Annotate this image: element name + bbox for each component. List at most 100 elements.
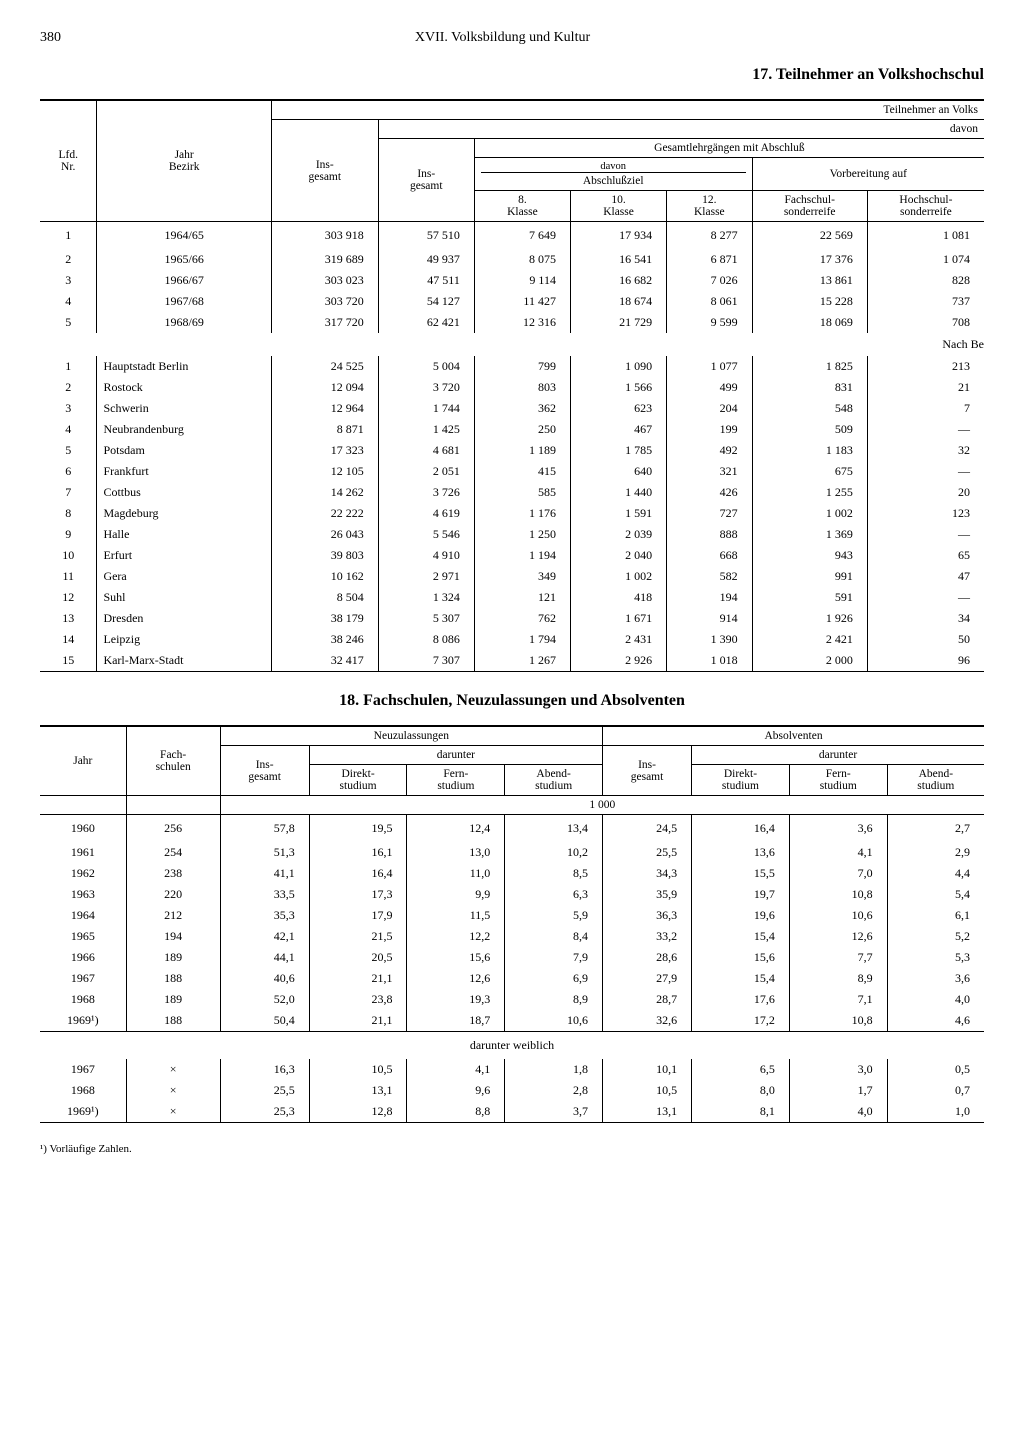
cell: 5,9 [505, 905, 603, 926]
cell: 1961 [40, 842, 126, 863]
cell: 415 [474, 461, 570, 482]
cell: 32 [867, 440, 984, 461]
cell: 8,9 [789, 968, 887, 989]
col-fach: Fachschul- sonderreife [752, 191, 867, 222]
cell: 1962 [40, 863, 126, 884]
cell: 9 114 [474, 270, 570, 291]
cell: 2 431 [570, 629, 666, 650]
cell: 1965 [40, 926, 126, 947]
cell: Karl-Marx-Stadt [97, 650, 271, 672]
t18-neuz: Neuzulassungen [220, 726, 602, 746]
cell: 8,8 [407, 1101, 505, 1123]
cell: 1 090 [570, 356, 666, 377]
table-row: 4 1967/68 303 720 54 127 11 427 18 674 8… [40, 291, 984, 312]
cell: 1,7 [789, 1080, 887, 1101]
cell: 49 937 [378, 249, 474, 270]
cell: 6 [40, 461, 97, 482]
cell: 25,3 [220, 1101, 309, 1123]
cell: 8 061 [667, 291, 752, 312]
cell: 10 [40, 545, 97, 566]
cell: 1965/66 [97, 249, 271, 270]
cell: 1 794 [474, 629, 570, 650]
cell: 582 [667, 566, 752, 587]
cell: 13 [40, 608, 97, 629]
table-row: 10 Erfurt 39 803 4 910 1 194 2 040 668 9… [40, 545, 984, 566]
cell: 25,5 [603, 842, 692, 863]
cell: 2,7 [887, 815, 984, 843]
cell: 12,6 [407, 968, 505, 989]
davon-1: davon [378, 120, 984, 139]
cell: 12 105 [271, 461, 378, 482]
cell: 1964/65 [97, 222, 271, 250]
cell: 9 [40, 524, 97, 545]
cell: 509 [752, 419, 867, 440]
cell: 1 176 [474, 503, 570, 524]
cell: 26 043 [271, 524, 378, 545]
cell: 727 [667, 503, 752, 524]
cell: 1 002 [570, 566, 666, 587]
t18-aa: Abend- studium [887, 765, 984, 796]
cell: 41,1 [220, 863, 309, 884]
table-row: 1 Hauptstadt Berlin 24 525 5 004 799 1 0… [40, 356, 984, 377]
table-row: 4 Neubrandenburg 8 871 1 425 250 467 199… [40, 419, 984, 440]
cell: 828 [867, 270, 984, 291]
cell: 349 [474, 566, 570, 587]
cell: 17,6 [692, 989, 790, 1010]
cell: 42,1 [220, 926, 309, 947]
cell: 319 689 [271, 249, 378, 270]
cell: 254 [126, 842, 220, 863]
cell: 12,8 [309, 1101, 407, 1123]
cell: 50 [867, 629, 984, 650]
cell: 321 [667, 461, 752, 482]
cell: 3,6 [887, 968, 984, 989]
cell: 189 [126, 947, 220, 968]
cell: 1968/69 [97, 312, 271, 333]
cell: 2 926 [570, 650, 666, 672]
cell: 1967 [40, 1059, 126, 1080]
cell: 9 599 [667, 312, 752, 333]
cell: 548 [752, 398, 867, 419]
table-row: 1968 × 25,5 13,1 9,6 2,8 10,5 8,0 1,7 0,… [40, 1080, 984, 1101]
cell: 34 [867, 608, 984, 629]
cell: 1960 [40, 815, 126, 843]
cell: 1966 [40, 947, 126, 968]
table18: Jahr Fach- schulen Neuzulassungen Absolv… [40, 725, 984, 1123]
cell: 1 081 [867, 222, 984, 250]
t18-af: Fern- studium [789, 765, 887, 796]
table17-title: 17. Teilnehmer an Volkshochschul [40, 66, 984, 84]
table-row: 5 1968/69 317 720 62 421 12 316 21 729 9… [40, 312, 984, 333]
cell: 1 250 [474, 524, 570, 545]
cell: 5,3 [887, 947, 984, 968]
cell: 418 [570, 587, 666, 608]
cell: 0,5 [887, 1059, 984, 1080]
cell: 4,4 [887, 863, 984, 884]
cell: 585 [474, 482, 570, 503]
cell: 188 [126, 1010, 220, 1032]
table-row: 1969¹) × 25,3 12,8 8,8 3,7 13,1 8,1 4,0 … [40, 1101, 984, 1123]
t18-ai: Ins- gesamt [603, 746, 692, 796]
table-row: 13 Dresden 38 179 5 307 762 1 671 914 1 … [40, 608, 984, 629]
cell: 737 [867, 291, 984, 312]
cell: 4,6 [887, 1010, 984, 1032]
cell: 16,4 [692, 815, 790, 843]
cell: 1 785 [570, 440, 666, 461]
cell: 51,3 [220, 842, 309, 863]
cell: 8 504 [271, 587, 378, 608]
cell: 11,5 [407, 905, 505, 926]
cell: 19,3 [407, 989, 505, 1010]
abschlussziel: Abschlußziel [583, 175, 644, 187]
cell: 22 222 [271, 503, 378, 524]
cell: 2 [40, 377, 97, 398]
cell: 96 [867, 650, 984, 672]
cell: 7 [867, 398, 984, 419]
cell: 1 255 [752, 482, 867, 503]
cell: 2 [40, 249, 97, 270]
t18-dar2: darunter [692, 746, 984, 765]
davon-2: davon [481, 161, 746, 173]
cell: 12,6 [789, 926, 887, 947]
cell: 13,1 [309, 1080, 407, 1101]
cell: 8,5 [505, 863, 603, 884]
cell: 12 [40, 587, 97, 608]
vorbereitung: Vorbereitung auf [752, 158, 984, 191]
cell: 2 971 [378, 566, 474, 587]
